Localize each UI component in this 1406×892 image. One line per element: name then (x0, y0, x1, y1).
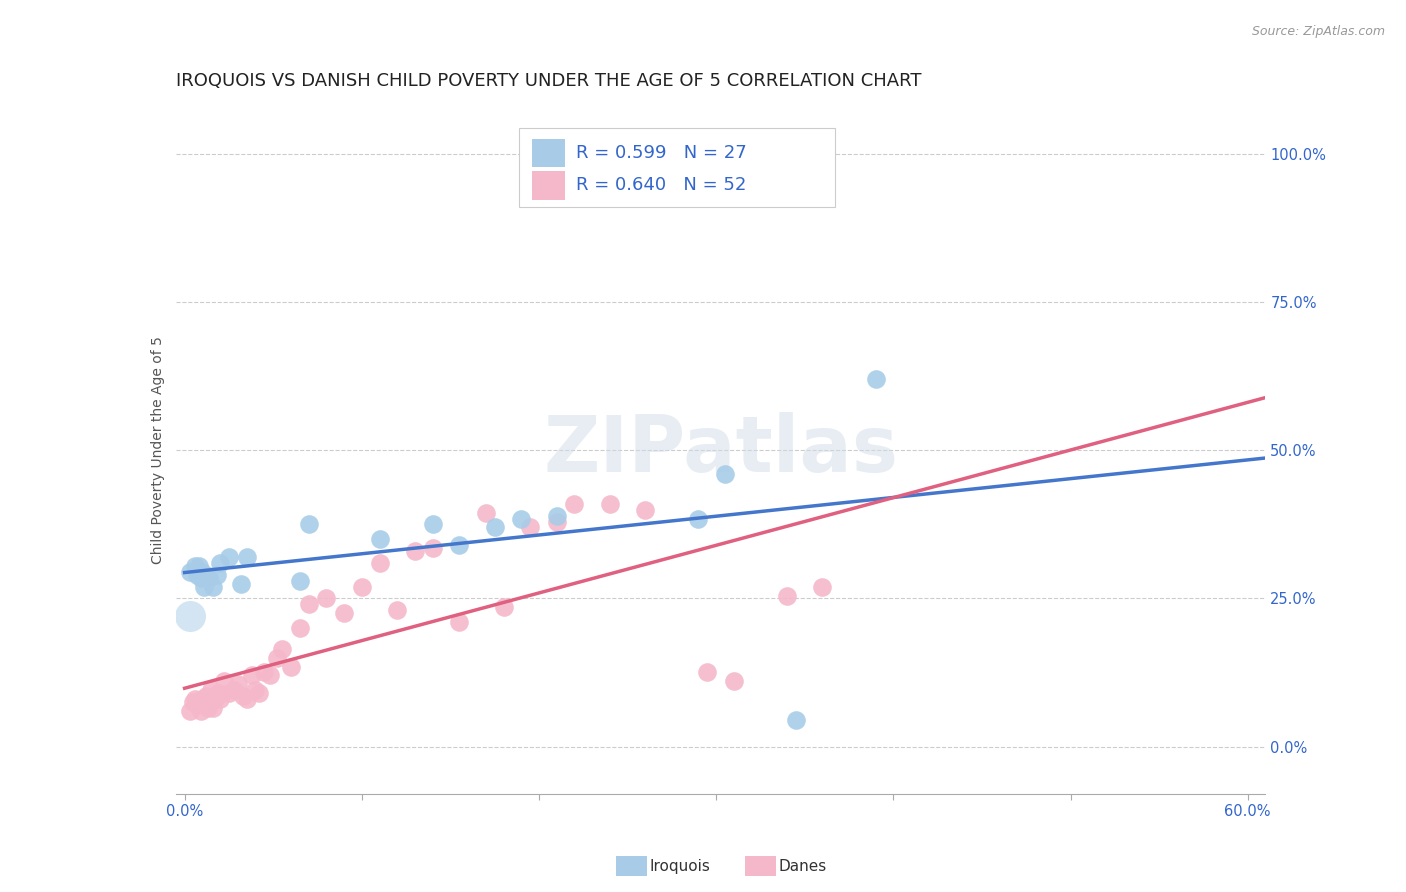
Point (184, 692, 207, 706)
Text: R = 0.599   N = 27: R = 0.599 N = 27 (575, 145, 747, 162)
Point (235, 692, 257, 706)
Point (226, 677, 249, 691)
Point (186, 698, 208, 712)
Point (191, 692, 214, 706)
Point (200, 683, 222, 698)
Point (179, 565, 201, 579)
Point (205, 567, 228, 582)
Point (785, 713, 807, 727)
Point (253, 665, 276, 680)
FancyBboxPatch shape (531, 138, 565, 168)
Point (198, 571, 221, 585)
Point (232, 689, 254, 703)
Point (315, 591, 337, 606)
Text: Iroquois: Iroquois (650, 859, 710, 873)
Text: IROQUOIS VS DANISH CHILD POVERTY UNDER THE AGE OF 5 CORRELATION CHART: IROQUOIS VS DANISH CHILD POVERTY UNDER T… (176, 72, 921, 90)
Point (634, 502, 657, 516)
Point (193, 698, 215, 712)
Point (368, 533, 391, 547)
Point (723, 674, 745, 689)
Point (280, 659, 302, 673)
Point (190, 571, 212, 585)
Point (187, 558, 209, 573)
Point (184, 558, 207, 573)
Point (198, 695, 221, 709)
Point (212, 674, 235, 689)
Point (422, 517, 444, 532)
Point (247, 686, 270, 700)
Point (688, 511, 710, 525)
Point (449, 538, 471, 552)
Point (519, 520, 541, 534)
Point (865, 372, 887, 386)
Point (218, 686, 240, 700)
Point (231, 576, 253, 591)
Point (475, 506, 498, 520)
Point (811, 580, 834, 594)
Point (201, 701, 224, 715)
Point (714, 467, 737, 482)
FancyBboxPatch shape (519, 128, 835, 207)
Point (187, 695, 209, 709)
Text: R = 0.640   N = 52: R = 0.640 N = 52 (575, 177, 747, 194)
Point (194, 567, 217, 582)
FancyBboxPatch shape (531, 171, 565, 200)
Point (271, 641, 294, 656)
Point (492, 600, 515, 615)
Point (404, 544, 426, 558)
Point (333, 607, 356, 621)
Point (179, 704, 201, 718)
Point (205, 689, 228, 703)
Point (546, 515, 568, 529)
Point (218, 549, 240, 564)
Point (776, 589, 799, 603)
Point (510, 511, 533, 525)
Point (245, 683, 267, 698)
Point (368, 556, 391, 570)
Point (564, 497, 586, 511)
Text: ZIPatlas: ZIPatlas (543, 412, 898, 489)
Point (209, 692, 232, 706)
Point (186, 567, 208, 582)
Point (191, 565, 214, 579)
Point (259, 668, 281, 682)
Y-axis label: Child Poverty Under the Age of 5: Child Poverty Under the Age of 5 (150, 336, 165, 565)
Point (190, 704, 212, 718)
Point (207, 686, 229, 700)
Point (197, 701, 219, 715)
Point (235, 549, 257, 564)
Point (288, 574, 311, 588)
Point (209, 556, 232, 570)
Point (201, 580, 224, 594)
Point (546, 508, 568, 523)
FancyBboxPatch shape (745, 856, 776, 876)
Point (696, 665, 718, 680)
Point (449, 615, 471, 630)
Point (194, 689, 217, 703)
Point (422, 541, 444, 556)
Point (224, 683, 246, 698)
Point (288, 621, 311, 635)
Point (266, 650, 288, 665)
Point (387, 603, 409, 617)
Point (484, 520, 506, 534)
Point (193, 580, 215, 594)
Point (350, 580, 373, 594)
Point (204, 692, 226, 706)
Point (240, 668, 263, 682)
Text: Source: ZipAtlas.com: Source: ZipAtlas.com (1251, 25, 1385, 38)
Point (599, 497, 621, 511)
Text: Danes: Danes (779, 859, 827, 873)
Point (183, 695, 205, 709)
Point (298, 598, 321, 612)
Point (179, 609, 201, 624)
Point (298, 517, 321, 532)
FancyBboxPatch shape (616, 856, 647, 876)
